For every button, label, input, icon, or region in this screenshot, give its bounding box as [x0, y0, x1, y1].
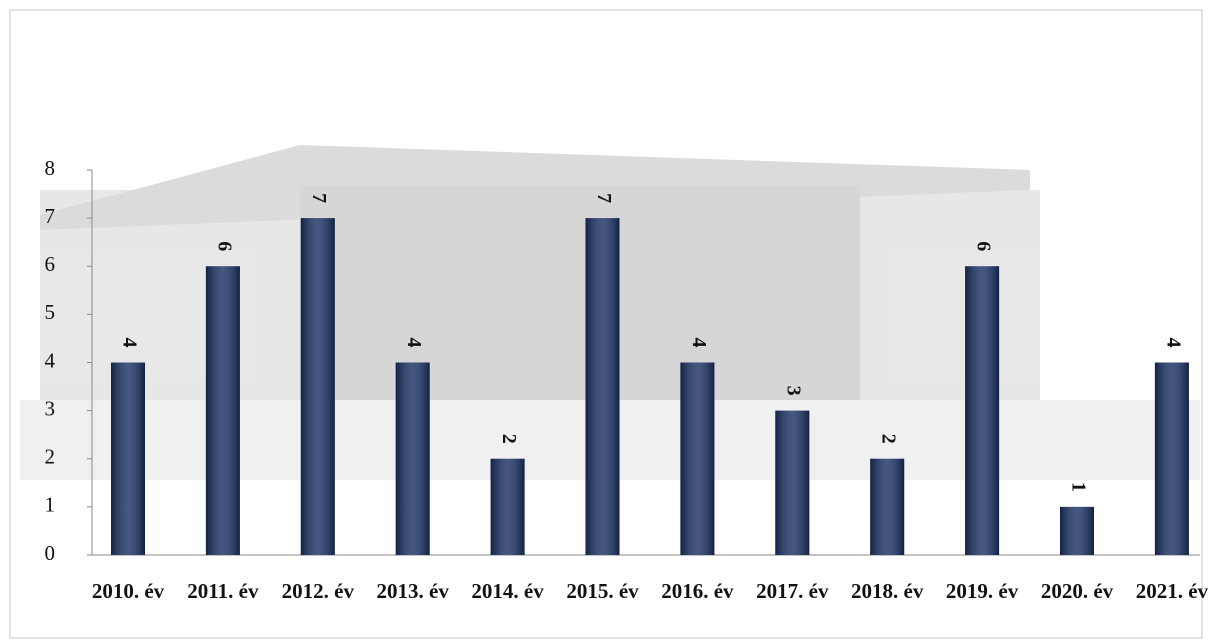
- bar-shine: [205, 266, 240, 555]
- value-label: 2: [498, 434, 520, 444]
- x-tick-label: 2015. év: [566, 579, 639, 603]
- bar-shine: [490, 458, 525, 555]
- x-tick-label: 2018. év: [851, 579, 924, 603]
- value-label: 6: [973, 241, 995, 251]
- y-tick-label: 3: [45, 396, 56, 420]
- x-tick-label: 2010. év: [91, 579, 165, 603]
- bar-shine: [111, 362, 145, 555]
- value-label: 3: [783, 386, 805, 396]
- value-label: 4: [1162, 338, 1184, 348]
- x-tick-label: 2020. év: [1040, 579, 1114, 603]
- x-tick-label: 2021. év: [1135, 579, 1209, 603]
- bar-shine: [1060, 506, 1094, 555]
- y-tick-label: 7: [45, 204, 56, 228]
- value-label: 7: [308, 193, 330, 203]
- value-label: 2: [878, 434, 900, 444]
- y-tick-label: 0: [45, 541, 56, 565]
- facade: [300, 185, 860, 405]
- bar-shine: [1154, 362, 1189, 555]
- bar-shine: [965, 266, 1000, 555]
- value-label: 4: [403, 338, 425, 348]
- y-tick-label: 2: [45, 445, 56, 469]
- bar-shine: [585, 218, 620, 555]
- x-tick-label: 2017. év: [756, 579, 829, 603]
- value-label: 7: [593, 193, 615, 203]
- x-tick-label: 2011. év: [187, 579, 259, 603]
- bar-shine: [680, 362, 715, 555]
- x-tick-label: 2012. év: [281, 579, 354, 603]
- x-tick-label: 2019. év: [945, 579, 1019, 603]
- bar-shine: [775, 410, 810, 555]
- x-tick-label: 2013. év: [376, 579, 449, 603]
- value-label: 1: [1067, 482, 1089, 492]
- y-tick-label: 6: [45, 252, 56, 276]
- x-tick-label: 2016. év: [661, 579, 734, 603]
- bar-shine: [395, 362, 430, 555]
- y-tick-label: 5: [45, 300, 56, 324]
- bar-shine: [300, 218, 335, 555]
- y-tick-label: 8: [45, 156, 56, 180]
- y-tick-label: 4: [45, 348, 56, 372]
- value-label: 4: [118, 338, 140, 348]
- value-label: 6: [213, 241, 235, 251]
- value-label: 4: [688, 338, 710, 348]
- y-tick-label: 1: [45, 493, 56, 517]
- roof: [40, 145, 1030, 230]
- bar-shine: [870, 458, 905, 555]
- x-tick-label: 2014. év: [471, 579, 544, 603]
